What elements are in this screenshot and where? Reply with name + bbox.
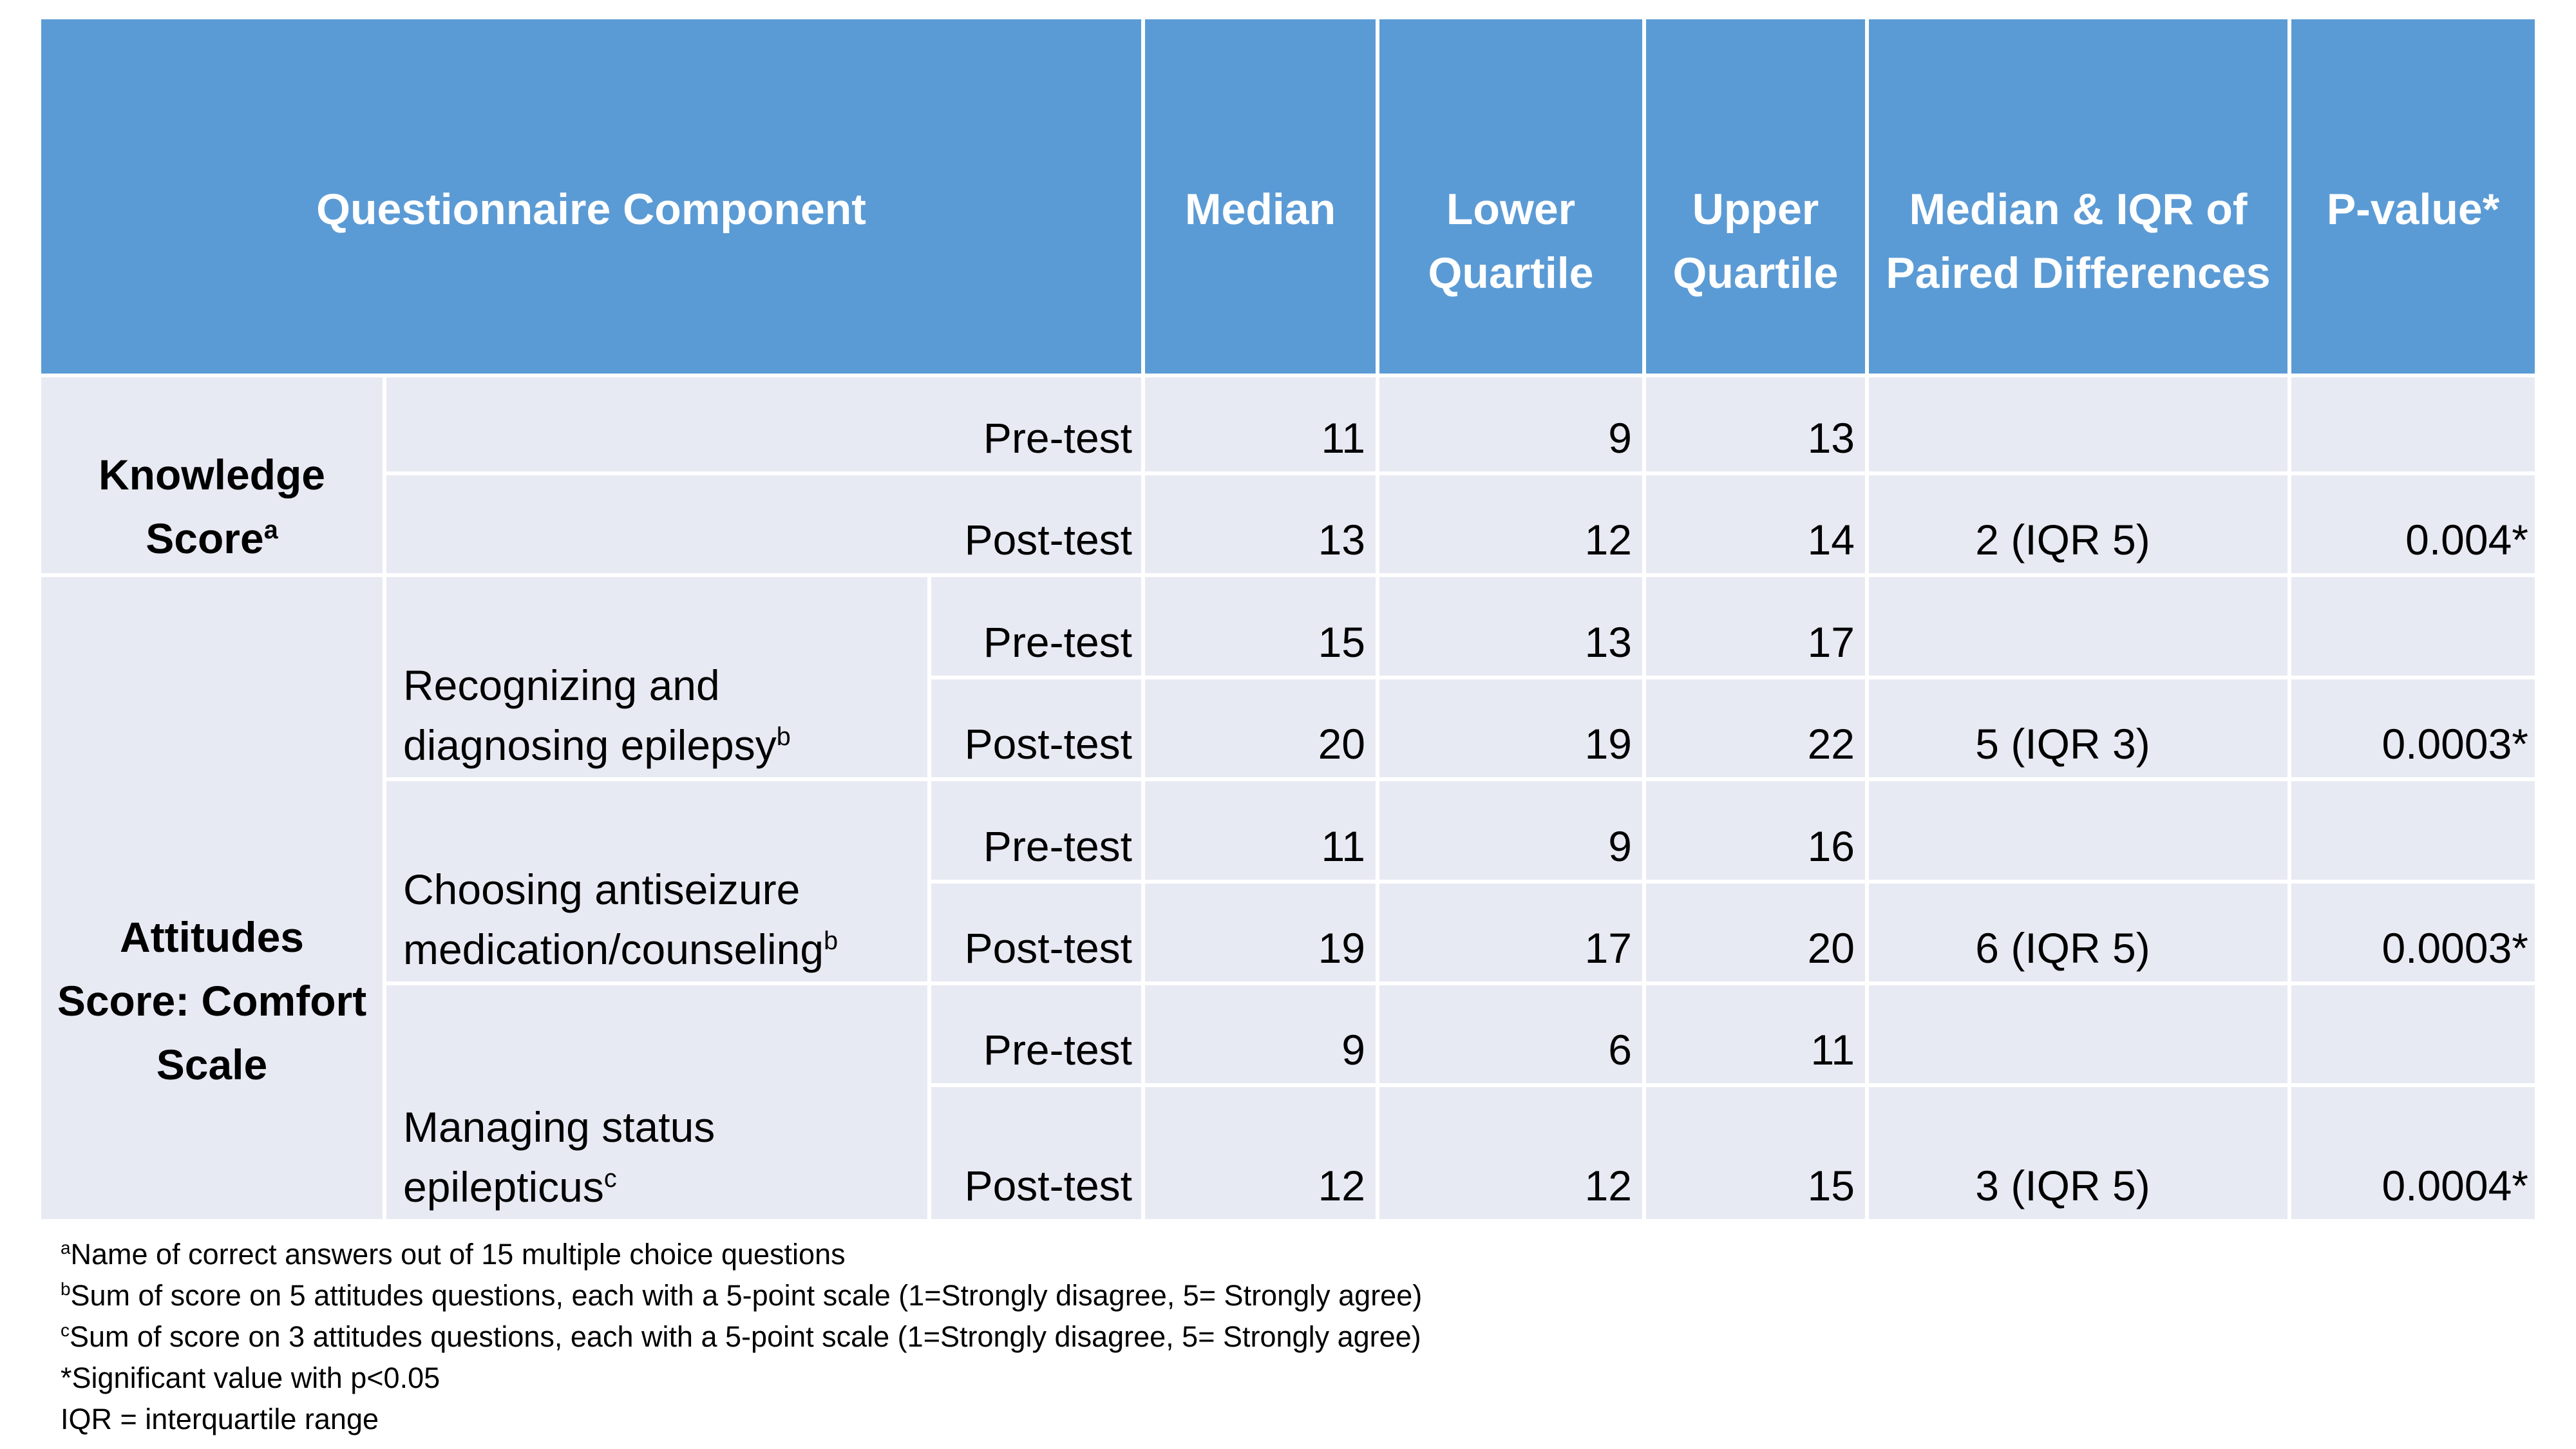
cell-median: 19	[1145, 884, 1376, 981]
col-header-median: Median	[1145, 19, 1376, 374]
cell-paired-diff: 6 (IQR 5)	[1869, 884, 2287, 981]
component-recognizing-diagnosing-epilepsy: Recognizing and diagnosing epilepsyb	[386, 577, 927, 777]
col-header-p-value: P-value*	[2291, 19, 2535, 374]
cell-median: 11	[1145, 781, 1376, 880]
cell-paired-diff	[1869, 985, 2287, 1083]
group-label-knowledge-score: Knowledge Scorea	[41, 377, 383, 573]
cell-median: 9	[1145, 985, 1376, 1083]
cell-lower-quartile: 9	[1379, 377, 1642, 471]
group-label-attitudes-score: Attitudes Score: Comfort Scale	[41, 577, 383, 1219]
col-header-paired-differences: Median & IQR of Paired Differences	[1869, 19, 2287, 374]
footnote-b: bSum of score on 5 attitudes questions, …	[61, 1279, 1423, 1312]
cell-knowledge-posttest-label: Post-test	[386, 475, 1141, 573]
cell-upper-quartile: 11	[1646, 985, 1865, 1083]
col-header-upper-quartile: Upper Quartile	[1646, 19, 1865, 374]
footnote-significance: *Significant value with p<0.05	[61, 1361, 440, 1394]
footnote-iqr-definition: IQR = interquartile range	[61, 1403, 379, 1435]
footnote-c: cSum of score on 3 attitudes questions, …	[61, 1320, 1421, 1353]
cell-upper-quartile: 17	[1646, 577, 1865, 676]
cell-lower-quartile: 6	[1379, 985, 1642, 1083]
cell-test-label: Pre-test	[931, 985, 1141, 1083]
cell-p-value: 0.004*	[2291, 475, 2535, 573]
cell-test-label: Post-test	[931, 1087, 1141, 1219]
cell-test-label: Pre-test	[931, 781, 1141, 880]
cell-p-value: 0.0003*	[2291, 679, 2535, 777]
cell-lower-quartile: 19	[1379, 679, 1642, 777]
cell-p-value	[2291, 781, 2535, 880]
cell-median: 13	[1145, 475, 1376, 573]
component-managing-status-epilepticus: Managing status epilepticusc	[386, 985, 927, 1219]
cell-paired-diff: 5 (IQR 3)	[1869, 679, 2287, 777]
cell-lower-quartile: 9	[1379, 781, 1642, 880]
cell-p-value: 0.0003*	[2291, 884, 2535, 981]
cell-upper-quartile: 14	[1646, 475, 1865, 573]
cell-upper-quartile: 16	[1646, 781, 1865, 880]
footnote-marker-a: a	[263, 516, 278, 544]
footnote-marker-c: c	[603, 1164, 617, 1193]
cell-p-value	[2291, 377, 2535, 471]
cell-median: 12	[1145, 1087, 1376, 1219]
col-header-lower-quartile: Lower Quartile	[1379, 19, 1642, 374]
cell-p-value: 0.0004*	[2291, 1087, 2535, 1219]
cell-lower-quartile: 13	[1379, 577, 1642, 676]
results-table: Questionnaire Component Median Lower Qua…	[41, 19, 2535, 1219]
cell-paired-diff	[1869, 577, 2287, 676]
cell-median: 20	[1145, 679, 1376, 777]
cell-p-value	[2291, 985, 2535, 1083]
footnote-marker-b: b	[824, 926, 838, 955]
cell-knowledge-pretest-label: Pre-test	[386, 377, 1141, 471]
cell-paired-diff	[1869, 781, 2287, 880]
cell-lower-quartile: 17	[1379, 884, 1642, 981]
cell-test-label: Pre-test	[931, 577, 1141, 676]
col-header-questionnaire-component: Questionnaire Component	[41, 19, 1141, 374]
cell-test-label: Post-test	[931, 884, 1141, 981]
cell-median: 15	[1145, 577, 1376, 676]
cell-upper-quartile: 22	[1646, 679, 1865, 777]
cell-upper-quartile: 13	[1646, 377, 1865, 471]
cell-lower-quartile: 12	[1379, 1087, 1642, 1219]
cell-paired-diff: 3 (IQR 5)	[1869, 1087, 2287, 1219]
footnote-marker-b: b	[776, 722, 791, 751]
cell-p-value	[2291, 577, 2535, 676]
cell-upper-quartile: 20	[1646, 884, 1865, 981]
cell-paired-diff: 2 (IQR 5)	[1869, 475, 2287, 573]
table-footnotes: aName of correct answers out of 15 multi…	[61, 1234, 1422, 1440]
footnote-a: aName of correct answers out of 15 multi…	[61, 1238, 846, 1271]
cell-median: 11	[1145, 377, 1376, 471]
cell-test-label: Post-test	[931, 679, 1141, 777]
cell-paired-diff	[1869, 377, 2287, 471]
component-choosing-antiseizure-medication: Choosing antiseizure medication/counseli…	[386, 781, 927, 981]
cell-lower-quartile: 12	[1379, 475, 1642, 573]
cell-upper-quartile: 15	[1646, 1087, 1865, 1219]
